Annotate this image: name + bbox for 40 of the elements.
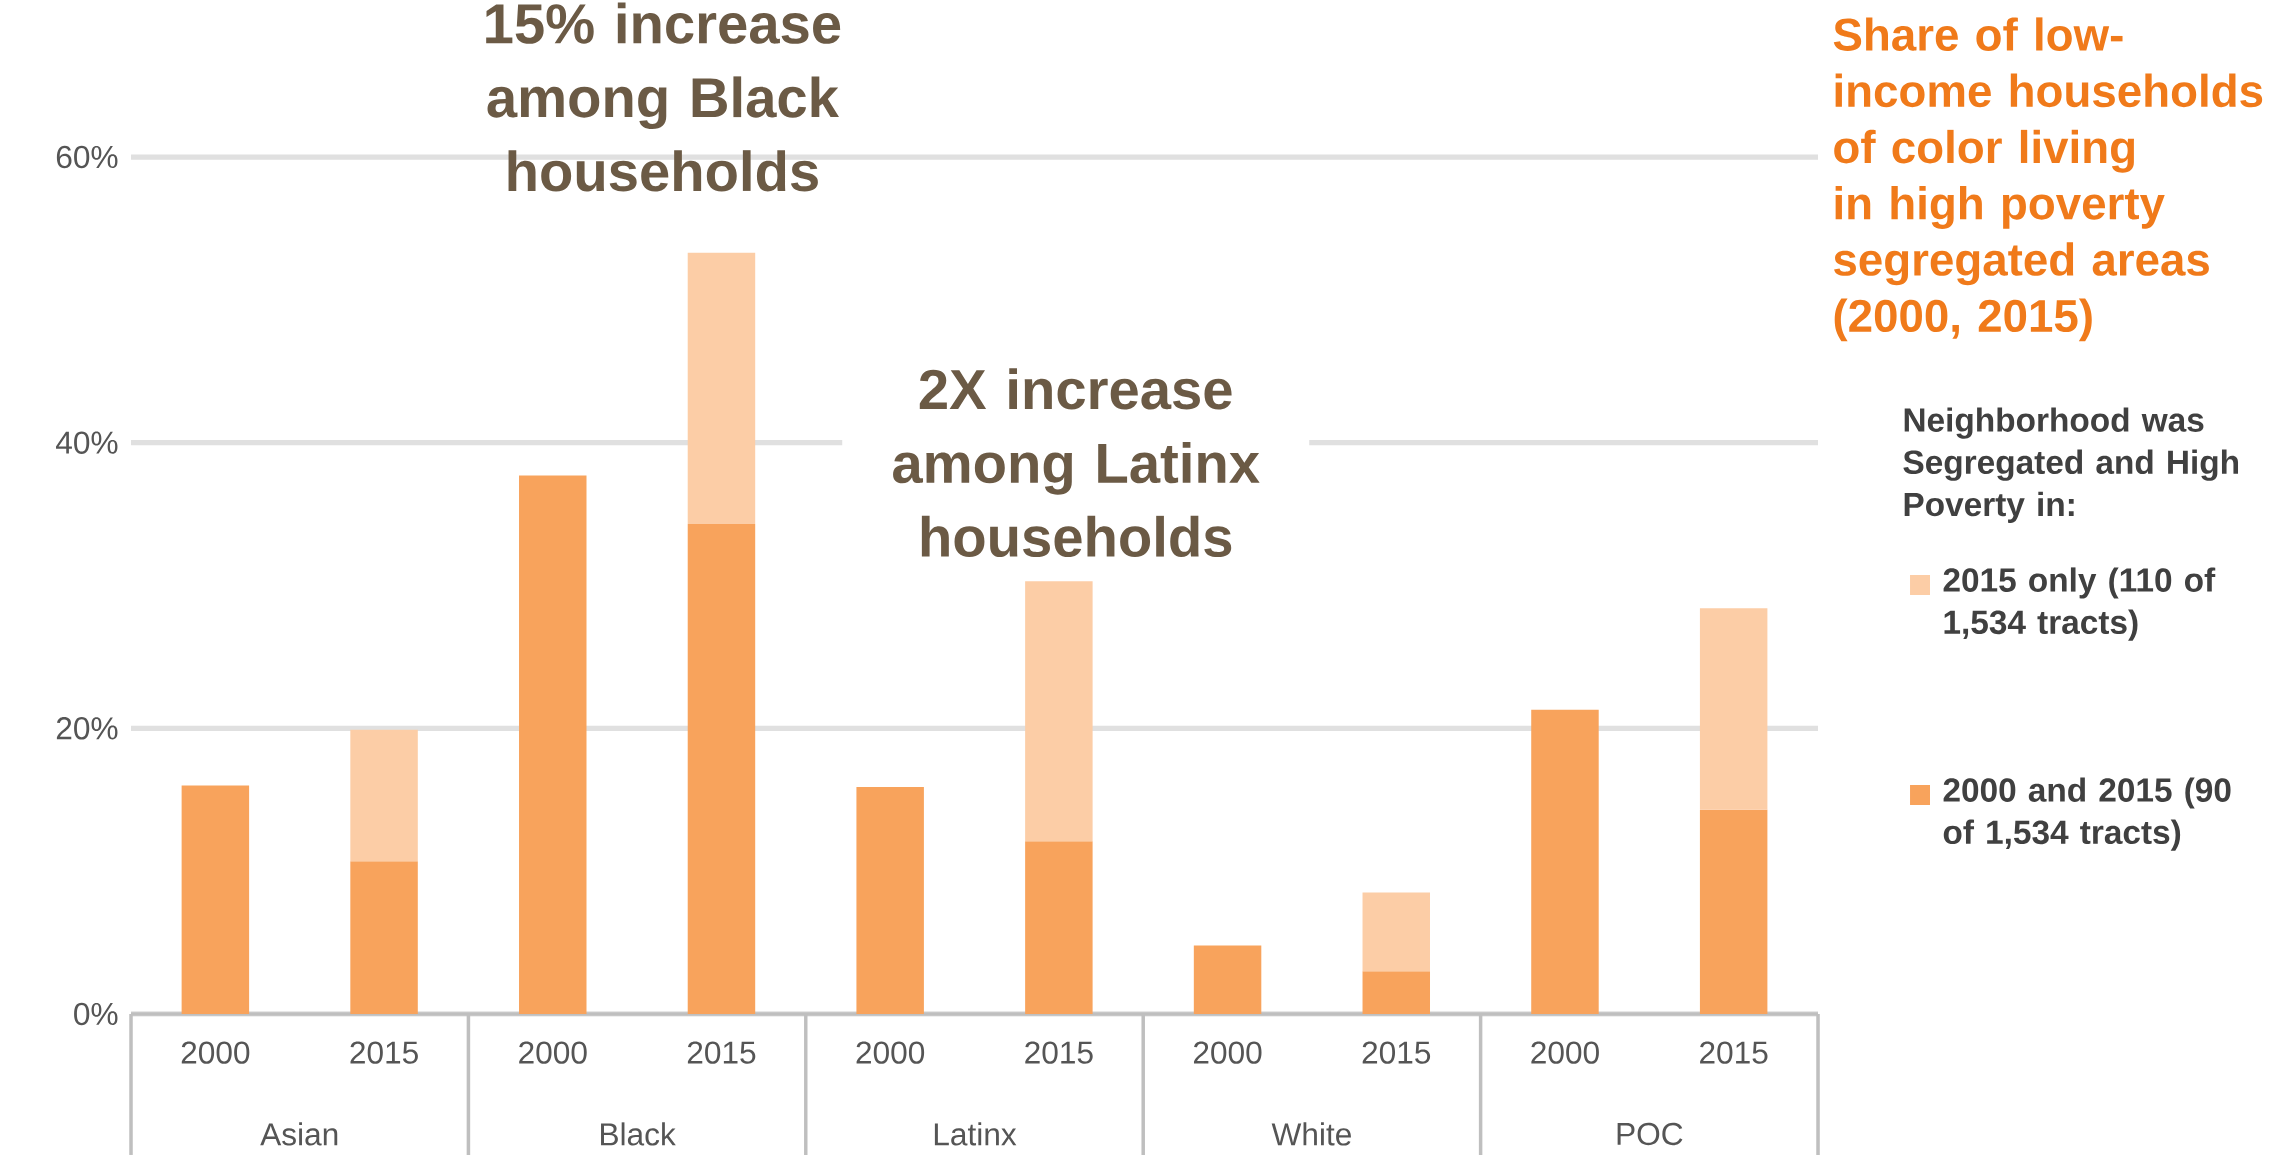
bar	[856, 786, 924, 1014]
x-tick-label: 2015	[1362, 1041, 1431, 1064]
y-tick-label: 0%	[74, 1002, 118, 1026]
x-tick-label: 2000	[1193, 1041, 1262, 1064]
legend-label: 2015 only (110 of 1,534 tracts)	[1943, 567, 2216, 641]
x-tick-label: 2015	[350, 1041, 418, 1064]
legend-title: Neighborhood was Segregated and High Poverty in:	[1903, 407, 2239, 523]
text: Black	[601, 1122, 676, 1146]
x-tick-label: 2000	[856, 1041, 925, 1064]
bar	[1025, 841, 1093, 1014]
x-tick-label: 2015	[687, 1041, 756, 1064]
bar	[687, 524, 756, 1014]
bar	[350, 861, 418, 1014]
y-tick-label: 60%	[56, 145, 118, 169]
bar	[1025, 581, 1093, 842]
x-tick-label: 2000	[181, 1041, 250, 1064]
x-tick-label: 2015	[1700, 1041, 1768, 1064]
bar	[1362, 892, 1431, 972]
x-tick-label: 2000	[519, 1041, 587, 1064]
text: POC	[1617, 1122, 1683, 1146]
text: Latinx	[934, 1122, 1017, 1146]
y-tick-label: 20%	[56, 717, 118, 740]
bar	[350, 729, 418, 862]
text: Share of low-income households of color living in high poverty segregated areas (2000, 2015)	[1833, 17, 2263, 342]
bar	[687, 252, 756, 525]
bar	[181, 785, 250, 1014]
bar	[1531, 709, 1599, 1014]
bar	[1193, 945, 1262, 1014]
text: White	[1271, 1122, 1351, 1146]
x-tick-label: 2000	[1531, 1041, 1599, 1064]
bar	[1699, 608, 1768, 810]
y-tick-label: 40%	[56, 431, 118, 454]
x-tick-label: 2015	[1025, 1041, 1093, 1064]
annotation: 15% increase among Black households	[486, 2, 841, 192]
text: Asian	[260, 1122, 338, 1146]
annotation: 2X increase among Latinx households	[893, 368, 1260, 558]
bar	[519, 475, 587, 1014]
bar	[1362, 971, 1431, 1014]
legend-label: 2000 and 2015 (90 of 1,534 tracts)	[1943, 777, 2231, 851]
bar	[1699, 809, 1768, 1014]
